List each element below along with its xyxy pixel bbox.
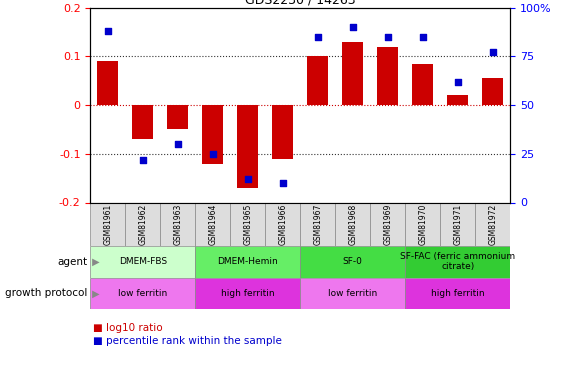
Point xyxy=(103,28,113,34)
Text: DMEM-FBS: DMEM-FBS xyxy=(119,257,167,266)
Bar xyxy=(300,246,405,278)
Bar xyxy=(342,42,363,105)
Point xyxy=(208,151,217,157)
Text: GSM81972: GSM81972 xyxy=(488,203,497,245)
Text: GSM81970: GSM81970 xyxy=(418,203,427,245)
Point xyxy=(173,141,182,147)
Text: GSM81968: GSM81968 xyxy=(348,203,357,245)
Text: high ferritin: high ferritin xyxy=(431,289,484,298)
Text: ■ percentile rank within the sample: ■ percentile rank within the sample xyxy=(93,336,282,346)
Bar xyxy=(195,246,300,278)
Bar xyxy=(160,202,195,246)
Text: DMEM-Hemin: DMEM-Hemin xyxy=(217,257,278,266)
Text: GSM81967: GSM81967 xyxy=(313,203,322,245)
Bar xyxy=(97,61,118,105)
Point xyxy=(383,34,392,40)
Text: ■ log10 ratio: ■ log10 ratio xyxy=(93,323,163,333)
Text: GSM81965: GSM81965 xyxy=(243,203,252,245)
Bar xyxy=(482,78,503,105)
Text: GSM81971: GSM81971 xyxy=(453,203,462,245)
Bar xyxy=(447,95,468,105)
Text: GSM81969: GSM81969 xyxy=(383,203,392,245)
Bar xyxy=(265,202,300,246)
Bar xyxy=(335,202,370,246)
Bar xyxy=(90,246,195,278)
Text: GSM81962: GSM81962 xyxy=(138,203,147,245)
Bar xyxy=(195,278,300,309)
Text: agent: agent xyxy=(57,256,87,267)
Text: growth protocol: growth protocol xyxy=(5,288,87,298)
Point xyxy=(453,79,462,85)
Text: GSM81966: GSM81966 xyxy=(278,203,287,245)
Bar xyxy=(167,105,188,129)
Point xyxy=(418,34,427,40)
Bar xyxy=(300,278,405,309)
Text: low ferritin: low ferritin xyxy=(328,289,377,298)
Text: GSM81963: GSM81963 xyxy=(173,203,182,245)
Text: SF-0: SF-0 xyxy=(343,257,363,266)
Bar xyxy=(90,278,195,309)
Point xyxy=(138,157,147,163)
Bar xyxy=(440,202,475,246)
Point xyxy=(348,24,357,30)
Text: GSM81961: GSM81961 xyxy=(103,203,113,245)
Point xyxy=(488,50,497,55)
Bar xyxy=(405,278,510,309)
Bar xyxy=(237,105,258,188)
Bar xyxy=(412,63,433,105)
Text: ▶: ▶ xyxy=(89,256,99,267)
Bar xyxy=(307,56,328,105)
Bar xyxy=(90,202,125,246)
Bar xyxy=(475,202,510,246)
Bar xyxy=(370,202,405,246)
Bar xyxy=(272,105,293,159)
Text: SF-FAC (ferric ammonium
citrate): SF-FAC (ferric ammonium citrate) xyxy=(400,252,515,271)
Bar xyxy=(230,202,265,246)
Point xyxy=(278,180,287,186)
Bar xyxy=(195,202,230,246)
Bar xyxy=(202,105,223,164)
Bar xyxy=(300,202,335,246)
Text: high ferritin: high ferritin xyxy=(221,289,275,298)
Bar xyxy=(125,202,160,246)
Text: GSM81964: GSM81964 xyxy=(208,203,217,245)
Bar xyxy=(132,105,153,139)
Title: GDS2230 / 14263: GDS2230 / 14263 xyxy=(245,0,356,6)
Bar xyxy=(405,246,510,278)
Bar xyxy=(377,46,398,105)
Text: ▶: ▶ xyxy=(89,288,99,298)
Point xyxy=(243,176,252,182)
Point xyxy=(313,34,322,40)
Text: low ferritin: low ferritin xyxy=(118,289,167,298)
Bar xyxy=(405,202,440,246)
